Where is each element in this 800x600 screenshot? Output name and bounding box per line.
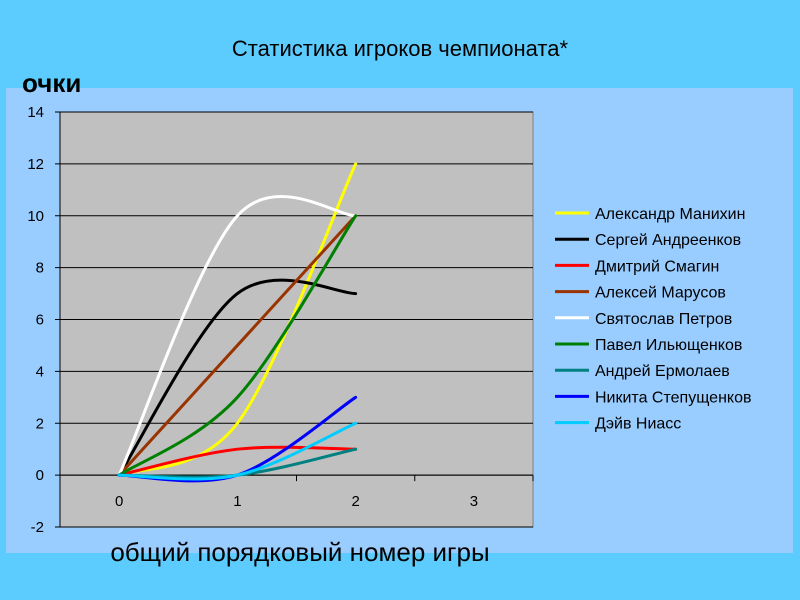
y-axis-title: очки	[22, 68, 82, 98]
legend-label: Александр Манихин	[595, 206, 745, 223]
x-tick-label: 2	[351, 493, 359, 510]
y-tick-label: 2	[36, 415, 44, 432]
legend-label: Дэйв Ниасс	[595, 416, 681, 433]
legend-label: Дмитрий Смагин	[595, 258, 719, 275]
series-line-4	[117, 214, 358, 477]
series-line-2	[117, 278, 358, 477]
y-tick-label: 14	[27, 104, 44, 121]
legend-label: Святослав Петров	[595, 311, 732, 328]
y-tick-label: -2	[31, 519, 44, 536]
series-line-5	[117, 195, 358, 477]
legend-label: Алексей Марусов	[595, 285, 726, 302]
x-axis-title: общий порядковый номер игры	[110, 537, 490, 567]
y-tick-label: 4	[36, 363, 44, 380]
slide-title: Статистика игроков чемпионата*	[231, 36, 569, 61]
series-line-9	[117, 421, 358, 481]
y-tick-label: 10	[27, 208, 44, 225]
y-tick-label: 0	[36, 467, 44, 484]
legend-label: Никита Степущенков	[595, 389, 751, 406]
legend-label: Павел Ильющенков	[595, 337, 742, 354]
x-tick-label: 3	[470, 493, 478, 510]
y-tick-label: 12	[27, 156, 44, 173]
x-tick-label: 0	[115, 493, 123, 510]
series-line-3	[117, 445, 358, 477]
legend-label: Андрей Ермолаев	[595, 363, 730, 380]
y-tick-label: 8	[36, 260, 44, 277]
series-line-1	[117, 162, 358, 477]
y-tick-label: 6	[36, 312, 44, 329]
series-line-6	[117, 214, 358, 477]
legend-label: Сергей Андреенков	[595, 232, 741, 249]
x-tick-label: 1	[233, 493, 241, 510]
